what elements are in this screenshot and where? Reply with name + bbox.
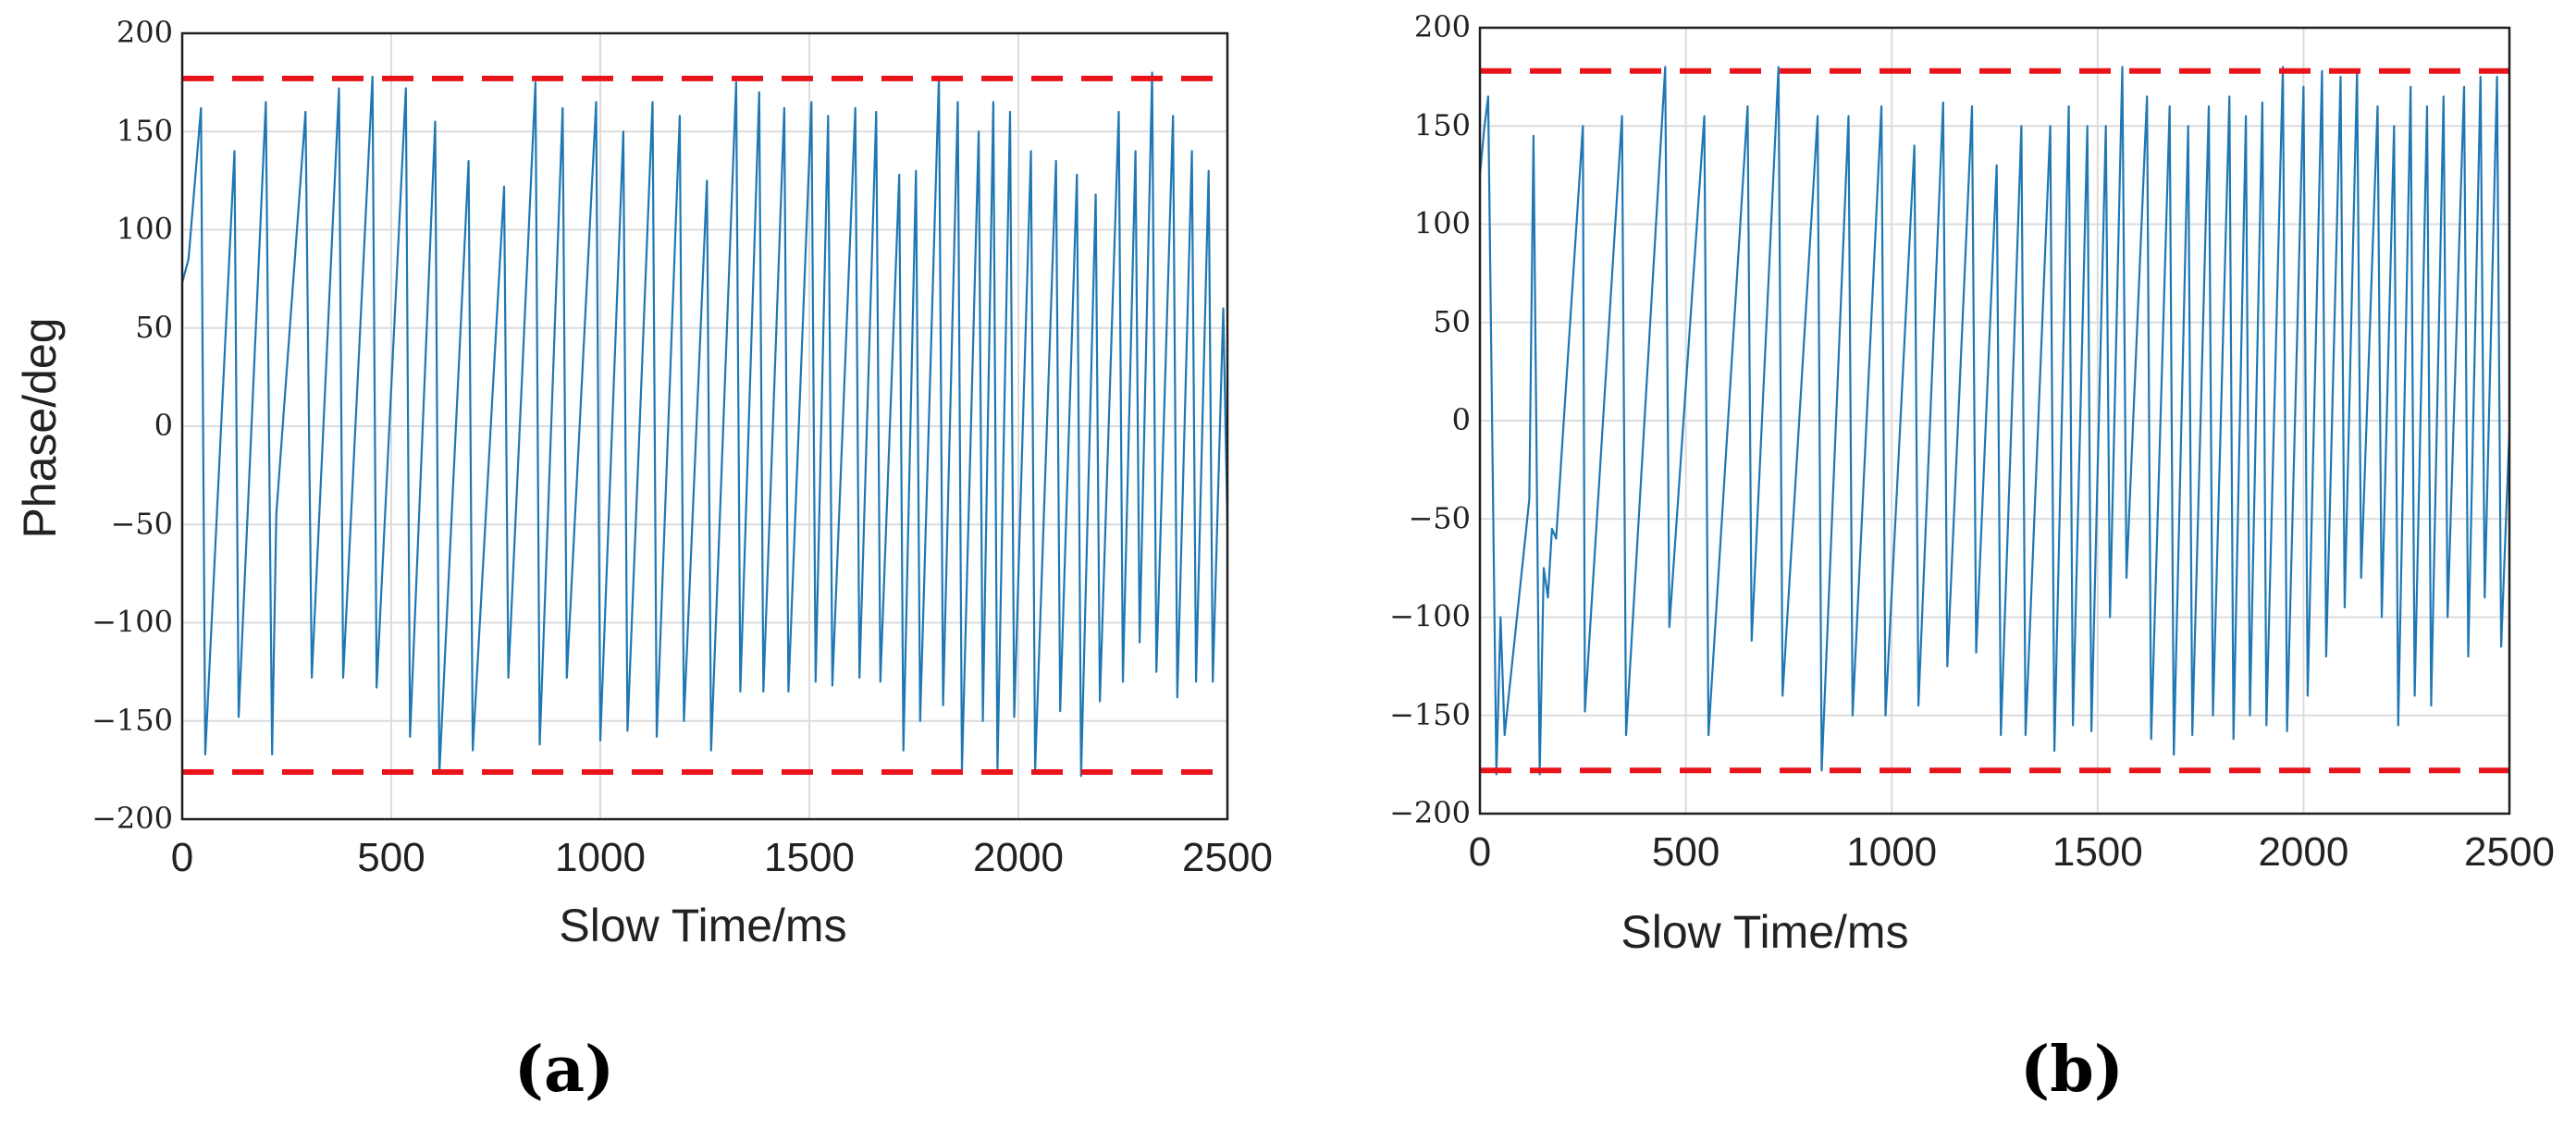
- y-tick-label-b: −50: [1408, 500, 1471, 535]
- y-tick-label-a: −200: [92, 801, 173, 836]
- y-tick-label-a: −50: [110, 506, 173, 541]
- y-tick-label-b: −200: [1389, 795, 1471, 830]
- x-tick-label-a: 0: [171, 835, 193, 880]
- plot-area-b: 0 500 1000 1500 2000 2500200150100500−50−100−…: [1389, 9, 2555, 875]
- series-line-a: [180, 71, 1229, 778]
- x-axis-title-b: Slow Time/ms: [1621, 906, 1908, 958]
- x-tick-label-b: 1500: [2052, 829, 2143, 875]
- panel-label-a: (a): [514, 1033, 614, 1107]
- y-tick-label-a: 0: [154, 408, 173, 443]
- x-tick-label-a: 2000: [973, 835, 1064, 880]
- x-tick-label-b: 500: [1652, 829, 1719, 875]
- x-tick-label-a: 1500: [764, 835, 855, 880]
- x-tick-label-a: 500: [357, 835, 425, 880]
- y-axis-title-a: Phase/deg: [14, 317, 66, 538]
- series-line-b: [1478, 66, 2511, 776]
- x-tick-label-a: 1000: [555, 835, 646, 880]
- y-tick-label-a: −150: [92, 703, 173, 738]
- y-tick-label-b: 100: [1414, 206, 1471, 241]
- chart-panel-b: 0 500 1000 1500 2000 2500200150100500−50−100−…: [1389, 9, 2555, 1107]
- chart-panel-a: 0 500 1000 1500 2000 2500200150100500−50−100−…: [14, 15, 1273, 1107]
- panel-label-b: (b): [2020, 1033, 2124, 1107]
- x-tick-label-a: 2500: [1182, 835, 1273, 880]
- x-tick-label-b: 1000: [1846, 829, 1937, 875]
- x-tick-label-b: 2000: [2258, 829, 2348, 875]
- y-tick-label-b: 50: [1433, 304, 1471, 339]
- y-tick-label-b: 200: [1414, 9, 1471, 44]
- x-tick-label-b: 2500: [2464, 829, 2555, 875]
- y-tick-label-a: 150: [117, 113, 173, 148]
- axes-frame-b: [1478, 26, 2511, 815]
- plot-area-a: 0 500 1000 1500 2000 2500200150100500−50−100−…: [92, 15, 1273, 880]
- y-tick-label-b: 150: [1414, 107, 1471, 142]
- y-tick-label-a: 50: [135, 310, 173, 345]
- x-axis-title-a: Slow Time/ms: [559, 900, 846, 951]
- y-tick-label-a: −100: [92, 605, 173, 640]
- y-tick-label-a: 200: [117, 15, 173, 50]
- y-tick-label-b: −150: [1389, 697, 1471, 732]
- y-tick-label-b: −100: [1389, 599, 1471, 634]
- x-tick-label-b: 0: [1469, 829, 1491, 875]
- y-tick-label-b: 0: [1452, 402, 1471, 437]
- y-tick-label-a: 100: [117, 212, 173, 247]
- axes-frame-a: [180, 31, 1229, 821]
